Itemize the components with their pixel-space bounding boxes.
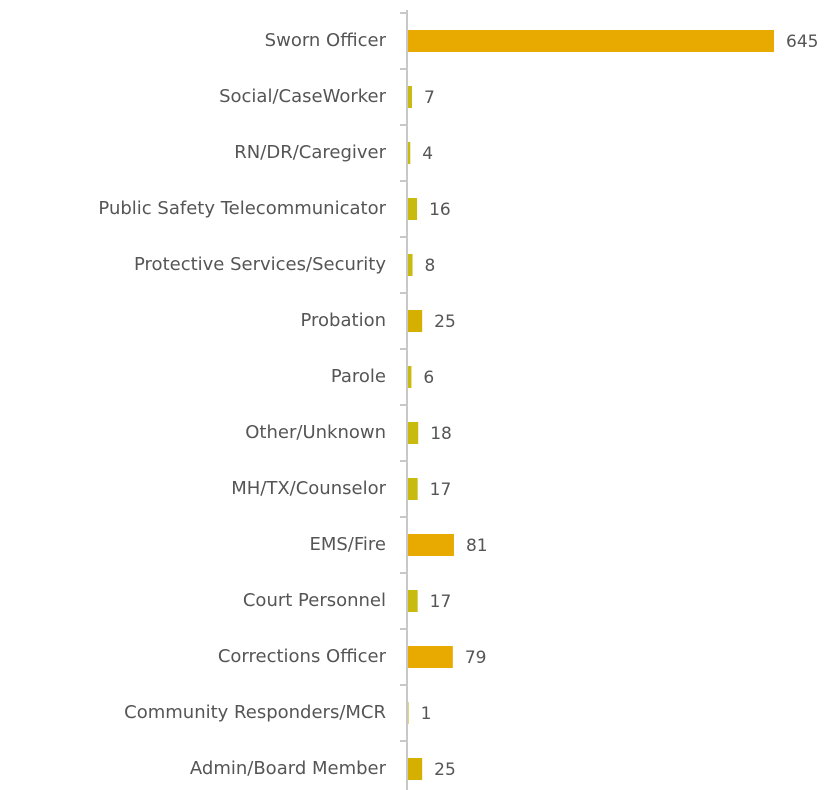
value-label: 17 xyxy=(430,592,452,612)
value-label: 16 xyxy=(429,200,451,220)
bar xyxy=(408,702,409,724)
bar xyxy=(408,590,418,612)
category-label: Protective Services/Security xyxy=(134,254,386,275)
category-label: Social/CaseWorker xyxy=(219,86,386,107)
category-label: Probation xyxy=(301,310,387,331)
bar xyxy=(408,478,418,500)
value-label: 645 xyxy=(786,32,818,52)
bar xyxy=(408,254,413,276)
bar xyxy=(408,534,454,556)
bar xyxy=(408,366,412,388)
category-label: Parole xyxy=(331,366,386,387)
value-label: 6 xyxy=(423,368,434,388)
value-label: 79 xyxy=(465,648,487,668)
bar xyxy=(408,646,453,668)
value-label: 18 xyxy=(430,424,452,444)
category-label: EMS/Fire xyxy=(309,534,386,555)
category-label: Admin/Board Member xyxy=(190,758,387,779)
value-label: 8 xyxy=(425,256,436,276)
category-label: Court Personnel xyxy=(243,590,386,611)
category-label: Sworn Officer xyxy=(265,30,387,51)
value-label: 25 xyxy=(434,760,456,780)
value-label: 81 xyxy=(466,536,488,556)
category-label: MH/TX/Counselor xyxy=(231,478,386,499)
bar xyxy=(408,310,423,332)
value-label: 1 xyxy=(421,704,432,724)
category-label: Public Safety Telecommunicator xyxy=(98,198,386,219)
category-label: Community Responders/MCR xyxy=(124,702,386,723)
value-label: 17 xyxy=(430,480,452,500)
category-label: RN/DR/Caregiver xyxy=(234,142,386,163)
bar xyxy=(408,422,419,444)
category-label: Other/Unknown xyxy=(245,422,386,443)
bar xyxy=(408,758,423,780)
bar xyxy=(408,30,774,52)
value-label: 7 xyxy=(424,88,435,108)
value-label: 4 xyxy=(422,144,433,164)
value-label: 25 xyxy=(434,312,456,332)
bar xyxy=(408,86,412,108)
bar xyxy=(408,198,418,220)
category-label: Corrections Officer xyxy=(218,646,387,667)
bar xyxy=(408,142,411,164)
